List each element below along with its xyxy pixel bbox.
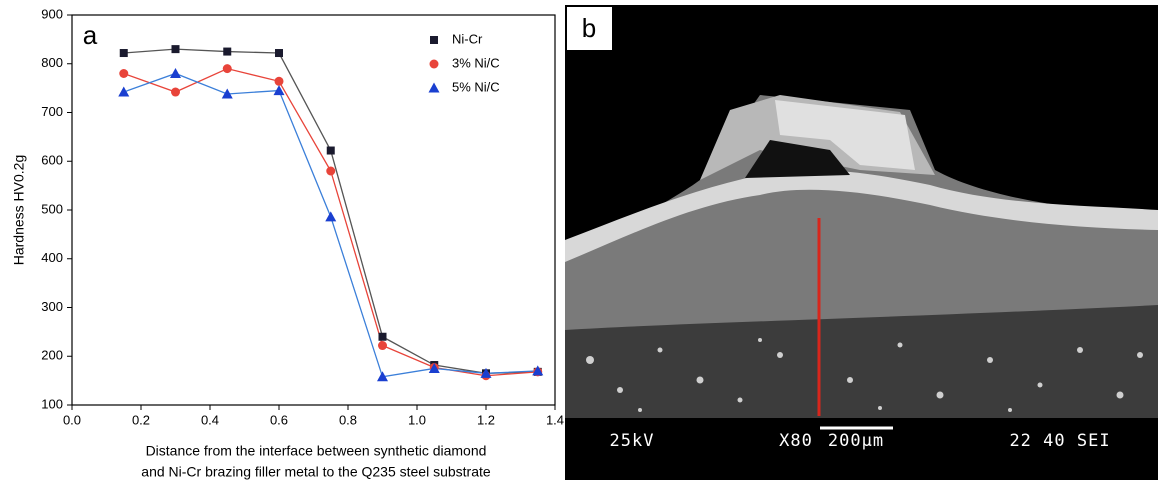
y-tick-label: 100 (41, 396, 63, 411)
marker (120, 49, 128, 57)
x-tick-label: 0.2 (132, 412, 150, 427)
legend-marker (430, 36, 438, 44)
legend-label: 3% Ni/C (452, 55, 500, 70)
series-line (124, 69, 538, 376)
y-tick-label: 500 (41, 201, 63, 216)
legend-label: Ni-Cr (452, 31, 483, 46)
marker (172, 45, 180, 53)
marker (275, 49, 283, 57)
marker (171, 88, 180, 97)
x-tick-label: 0.0 (63, 412, 81, 427)
plot-frame (72, 15, 555, 405)
sem-image (565, 5, 1158, 480)
marker (378, 341, 387, 350)
figure: b 25kV X80 200μm 22 40 SEI a Hardness HV… (0, 0, 1158, 484)
x-tick-label: 0.6 (270, 412, 288, 427)
series-line (124, 74, 538, 377)
sem-info: 200μm (828, 431, 884, 451)
sem-info: 22 40 SEI (1009, 431, 1110, 451)
marker (223, 64, 232, 73)
legend-marker (429, 83, 440, 93)
panel-label: a (83, 20, 98, 50)
x-tick-label: 0.8 (339, 412, 357, 427)
y-tick-label: 900 (41, 6, 63, 21)
x-axis-label: and Ni-Cr brazing filler metal to the Q2… (141, 464, 491, 480)
marker (170, 68, 181, 78)
marker (326, 167, 335, 176)
legend-marker (430, 60, 439, 69)
x-axis-label: Distance from the interface between synt… (146, 443, 487, 459)
marker (379, 333, 387, 341)
y-tick-label: 200 (41, 348, 63, 363)
series-line (124, 49, 538, 373)
marker (118, 87, 129, 97)
x-tick-label: 0.4 (201, 412, 219, 427)
marker (327, 147, 335, 155)
y-tick-label: 400 (41, 250, 63, 265)
marker (223, 48, 231, 56)
y-tick-label: 600 (41, 153, 63, 168)
marker (325, 211, 336, 221)
x-tick-label: 1.2 (477, 412, 495, 427)
y-tick-label: 700 (41, 104, 63, 119)
y-tick-label: 800 (41, 55, 63, 70)
y-axis-label: Hardness HV0.2g (11, 155, 27, 266)
x-tick-label: 1.4 (546, 412, 564, 427)
y-tick-label: 300 (41, 299, 63, 314)
sem-info: X80 (779, 431, 813, 451)
marker (119, 69, 128, 78)
panel-label: b (582, 13, 596, 43)
x-tick-label: 1.0 (408, 412, 426, 427)
marker (275, 77, 284, 86)
sem-info: 25kV (610, 431, 655, 451)
marker (274, 85, 285, 95)
legend-label: 5% Ni/C (452, 79, 500, 94)
